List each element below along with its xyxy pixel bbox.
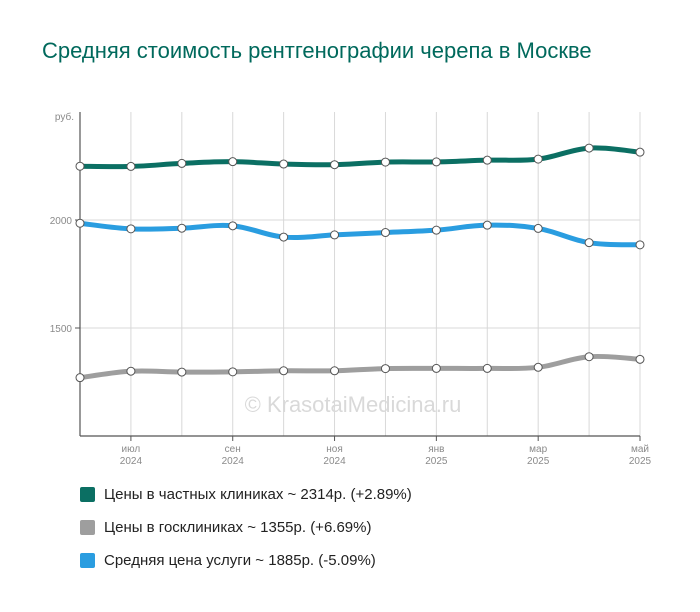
legend-swatch-average [80, 552, 95, 568]
data-point-average [279, 232, 289, 242]
y-tick-label: 2000 [50, 216, 73, 227]
data-point-average [330, 230, 340, 240]
data-point-private [279, 159, 289, 169]
data-point-private [228, 157, 238, 167]
data-point-private [635, 147, 645, 157]
data-point-average [584, 238, 594, 248]
x-tick-label-year: 2024 [222, 456, 245, 467]
data-point-public [177, 367, 187, 377]
data-point-public [431, 363, 441, 373]
legend-item-private[interactable]: Цены в частных клиниках ~ 2314р. (+2.89%… [80, 483, 412, 505]
data-point-average [228, 221, 238, 231]
data-point-private [380, 157, 390, 167]
x-tick-label-month: июл [122, 444, 141, 455]
series-line-public [77, 353, 643, 381]
data-point-average [482, 220, 492, 230]
x-tick-label-month: мар [529, 444, 547, 455]
y-tick-label: 1500 [50, 324, 73, 335]
data-point-public [584, 352, 594, 362]
data-point-public [533, 362, 543, 372]
x-tick-label-year: 2024 [120, 456, 143, 467]
x-tick-label-year: 2024 [323, 456, 346, 467]
data-point-average [177, 223, 187, 233]
data-point-average [533, 223, 543, 233]
series-line-average [77, 220, 643, 248]
x-tick-label-year: 2025 [629, 456, 652, 467]
data-point-public [380, 364, 390, 374]
data-point-public [482, 363, 492, 373]
data-point-private [584, 143, 594, 153]
chart-title: Средняя стоимость рентгенографии черепа … [42, 38, 592, 63]
data-point-public [75, 373, 85, 383]
data-point-average [635, 240, 645, 250]
data-point-private [482, 155, 492, 165]
legend-swatch-private [80, 486, 95, 502]
legend-label-average: Средняя цена услуги ~ 1885р. (-5.09%) [104, 551, 376, 569]
legend: Цены в частных клиниках ~ 2314р. (+2.89%… [80, 483, 412, 582]
legend-swatch-public [80, 519, 95, 535]
data-point-private [330, 160, 340, 170]
data-point-average [126, 224, 136, 234]
data-point-public [228, 367, 238, 377]
legend-item-public[interactable]: Цены в госклиниках ~ 1355р. (+6.69%) [80, 516, 412, 538]
data-point-private [431, 157, 441, 167]
data-point-public [126, 366, 136, 376]
data-point-private [75, 161, 85, 171]
data-point-public [279, 366, 289, 376]
data-point-private [177, 158, 187, 168]
data-point-average [380, 228, 390, 238]
x-tick-label-year: 2025 [527, 456, 550, 467]
data-point-public [635, 354, 645, 364]
x-tick-label-month: сен [225, 444, 241, 455]
data-point-private [533, 154, 543, 164]
data-point-public [330, 366, 340, 376]
legend-label-public: Цены в госклиниках ~ 1355р. (+6.69%) [104, 518, 372, 536]
legend-item-average[interactable]: Средняя цена услуги ~ 1885р. (-5.09%) [80, 549, 412, 571]
x-tick-label-month: май [631, 444, 649, 455]
series-line-private [77, 145, 643, 170]
x-tick-label-month: янв [428, 444, 444, 455]
data-point-private [126, 161, 136, 171]
x-tick-label-year: 2025 [425, 456, 448, 467]
legend-label-private: Цены в частных клиниках ~ 2314р. (+2.89%… [104, 485, 412, 503]
watermark: © KrasotaiMedicina.ru [245, 392, 462, 417]
data-point-average [431, 225, 441, 235]
y-axis-unit-label: руб. [55, 111, 74, 123]
data-point-average [75, 218, 85, 228]
x-tick-label-month: ноя [326, 444, 343, 455]
